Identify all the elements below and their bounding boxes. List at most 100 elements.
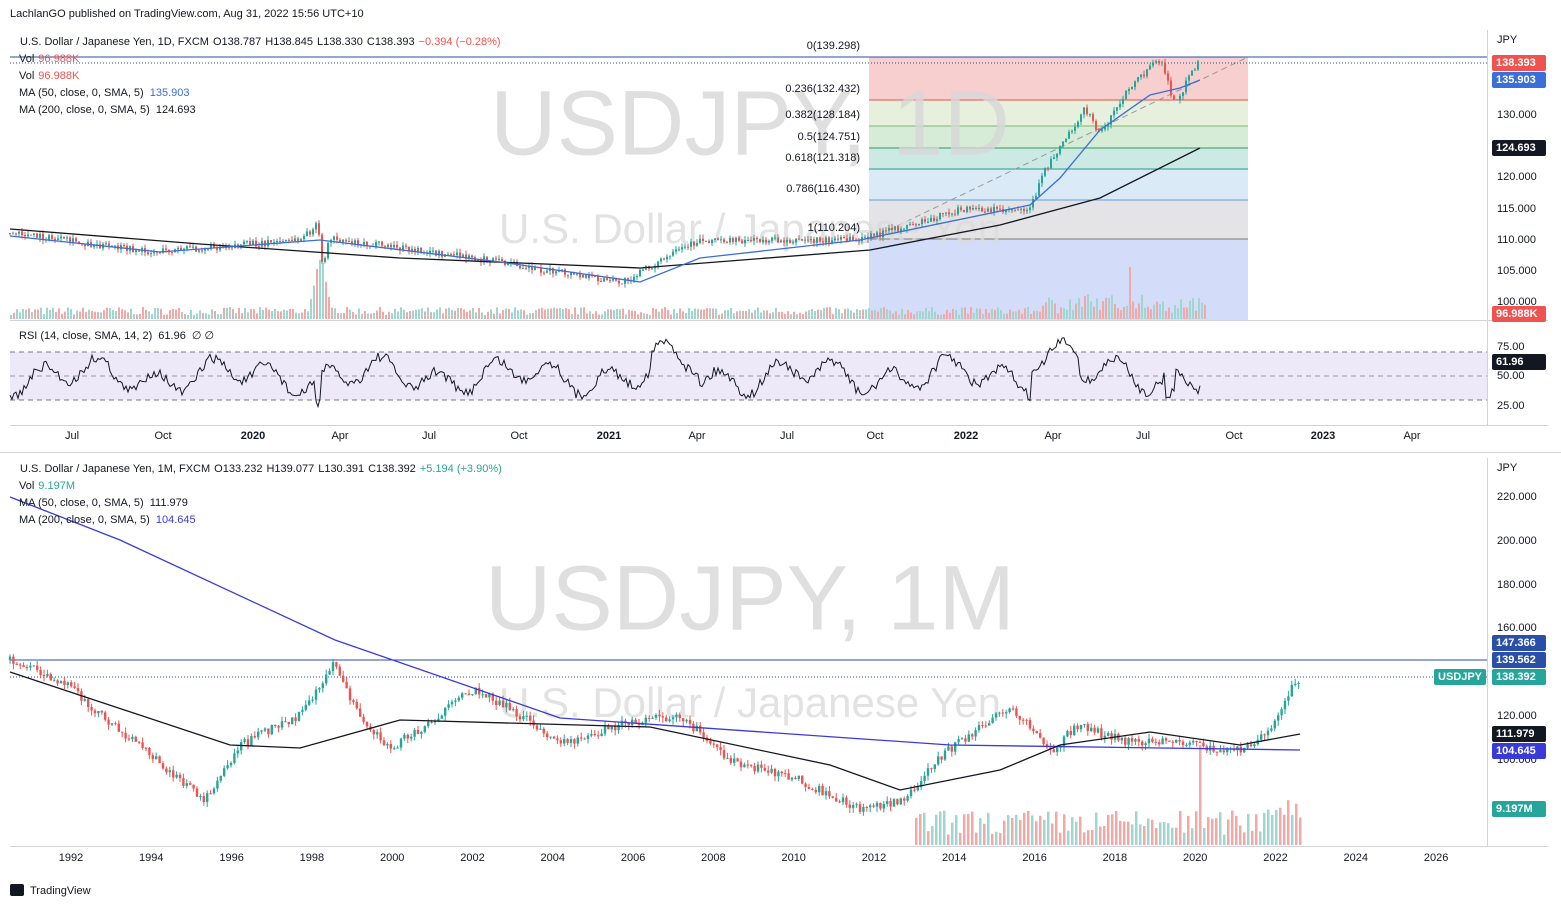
candle-body	[1107, 733, 1110, 736]
volume-bar	[112, 309, 114, 319]
candle-body	[1017, 209, 1019, 211]
volume-bar	[154, 307, 156, 319]
candle-body	[977, 725, 981, 731]
candle-body	[627, 722, 630, 725]
candle-body	[199, 796, 202, 798]
candle-body	[1124, 737, 1127, 745]
volume-bar	[991, 833, 994, 845]
candle-body	[594, 275, 596, 277]
volume-bar	[915, 817, 918, 845]
candle-body	[807, 786, 811, 789]
candle-body	[756, 764, 760, 772]
volume-bar	[1299, 817, 1302, 845]
fib-zone	[869, 126, 1248, 148]
candle-body	[671, 717, 675, 720]
candle-body	[123, 245, 125, 247]
volume-bar	[493, 313, 495, 319]
candle-body	[1154, 741, 1157, 743]
candle-body	[405, 245, 407, 247]
candle-body	[1083, 724, 1086, 726]
volume-bar	[340, 313, 342, 319]
volume-bar	[232, 308, 234, 319]
volume-bar	[433, 312, 435, 319]
candle-body	[216, 248, 218, 250]
volume-bar	[1060, 307, 1062, 319]
candle-body	[233, 753, 236, 763]
x-tick-label: 2018	[1103, 852, 1127, 864]
candle-body	[566, 739, 569, 743]
volume-bar	[1057, 313, 1059, 319]
candle-body	[1107, 124, 1109, 127]
volume-bar	[412, 310, 414, 319]
volume-bar	[193, 314, 195, 319]
volume-bar	[913, 314, 915, 319]
candle-body	[720, 239, 722, 241]
volume-bar	[859, 310, 861, 319]
candle-body	[617, 725, 620, 731]
volume-bar	[928, 311, 930, 319]
candle-body	[192, 246, 194, 248]
legend-part: Vol	[19, 53, 34, 65]
volume-bar	[367, 313, 369, 319]
volume-bar	[805, 311, 807, 319]
volume-bar	[709, 308, 711, 319]
volume-bar	[70, 309, 72, 319]
volume-bar	[1247, 813, 1250, 845]
candle-body	[36, 233, 38, 238]
volume-bar	[739, 310, 741, 319]
candle-body	[478, 687, 481, 695]
volume-bar	[817, 309, 819, 319]
volume-bar	[673, 308, 675, 319]
volume-bar	[445, 308, 447, 319]
candle-body	[63, 236, 65, 239]
candle-body	[1086, 107, 1088, 115]
volume-bar	[1054, 303, 1056, 319]
candle-body	[969, 206, 971, 210]
candle-body	[1170, 80, 1172, 96]
candle-body	[158, 756, 161, 764]
volume-bar	[361, 313, 363, 319]
candle-body	[73, 686, 76, 689]
candle-body	[1143, 74, 1145, 77]
candle-body	[753, 765, 756, 772]
volume-bar	[355, 314, 357, 319]
y-tick-label: 130.000	[1497, 109, 1537, 121]
volume-bar	[742, 310, 744, 319]
candle-body	[789, 239, 791, 244]
candle-body	[1134, 81, 1136, 87]
legend-part: RSI (14, close, SMA, 14, 2)	[19, 330, 152, 342]
volume-bar	[1175, 827, 1178, 845]
x-tick-label: Jul	[65, 430, 79, 442]
price-marks	[8, 58, 1302, 845]
volume-bar	[1239, 825, 1242, 845]
volume-bar	[706, 308, 708, 319]
volume-bar	[685, 312, 687, 319]
candle-body	[280, 721, 284, 728]
candle-body	[189, 783, 192, 785]
candle-body	[384, 245, 386, 247]
x-tick-label: 2000	[380, 852, 404, 864]
candle-body	[151, 755, 154, 760]
volume-bar	[160, 308, 162, 319]
candle-body	[1127, 738, 1130, 745]
candle-body	[87, 699, 90, 708]
candle-body	[552, 736, 556, 739]
volume-bar	[1033, 310, 1035, 319]
candle-body	[593, 733, 596, 736]
volume-bar	[331, 307, 333, 319]
volume-bar	[382, 311, 384, 319]
volume-bar	[1007, 815, 1010, 845]
volume-bar	[541, 307, 543, 319]
candle-body	[379, 732, 382, 741]
volume-bar	[103, 310, 105, 319]
candle-body	[1283, 700, 1287, 710]
volume-bar	[1103, 825, 1106, 845]
candle-body	[453, 254, 455, 256]
volume-bar	[1259, 831, 1262, 845]
candle-body	[994, 713, 998, 718]
candle-body	[339, 239, 341, 243]
candle-body	[824, 791, 828, 796]
volume-bar	[91, 310, 93, 319]
x-tick-label: 1998	[300, 852, 324, 864]
volume-bar	[1126, 305, 1128, 319]
